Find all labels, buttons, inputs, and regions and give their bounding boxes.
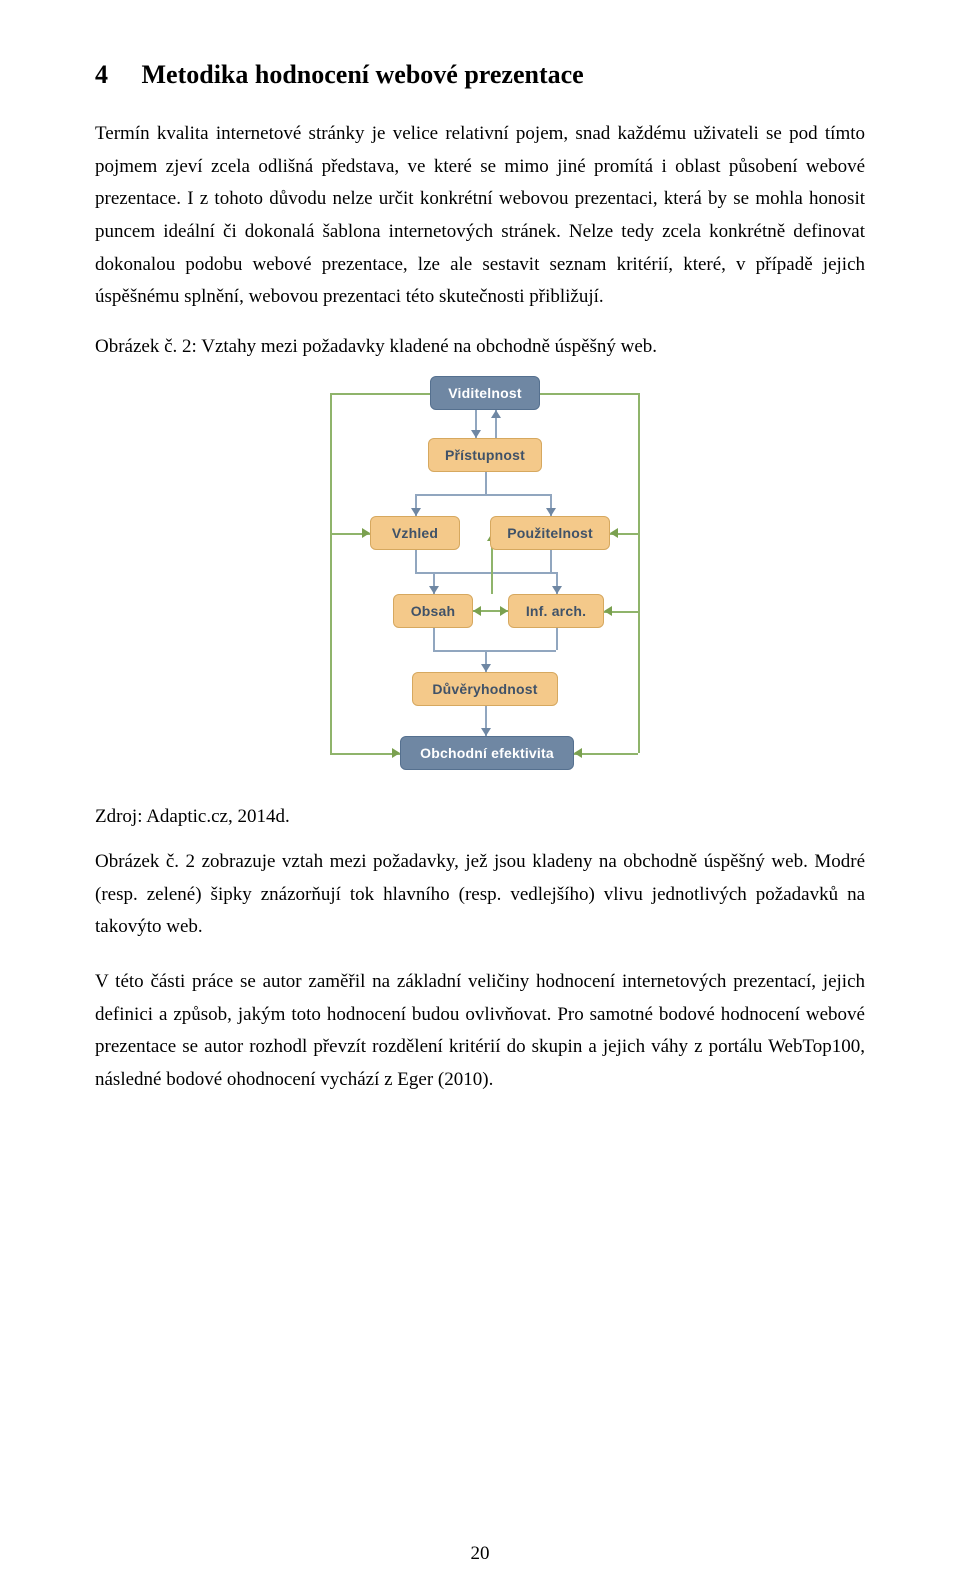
node-obsah: Obsah: [393, 594, 473, 628]
diagram: Viditelnost Přístupnost Vzhled Použitelnost…: [300, 376, 660, 786]
page: 4 Metodika hodnocení webové prezentace T…: [0, 0, 960, 1593]
paragraph-1: Termín kvalita internetové stránky je ve…: [95, 118, 865, 314]
node-pristupnost: Přístupnost: [428, 438, 542, 472]
section-number: 4: [95, 60, 135, 90]
node-viditelnost: Viditelnost: [430, 376, 540, 410]
paragraph-3: V této části práce se autor zaměřil na z…: [95, 966, 865, 1097]
section-heading: 4 Metodika hodnocení webové prezentace: [95, 60, 865, 90]
node-duveryhodnost: Důvěryhodnost: [412, 672, 558, 706]
section-title-text: Metodika hodnocení webové prezentace: [142, 60, 584, 89]
paragraph-2: Obrázek č. 2 zobrazuje vztah mezi požada…: [95, 846, 865, 944]
figure-caption: Obrázek č. 2: Vztahy mezi požadavky klad…: [95, 336, 865, 358]
page-number: 20: [0, 1543, 960, 1565]
figure-source: Zdroj: Adaptic.cz, 2014d.: [95, 806, 865, 828]
node-pouzitelnost: Použitelnost: [490, 516, 610, 550]
node-efektivita: Obchodní efektivita: [400, 736, 574, 770]
figure: Viditelnost Přístupnost Vzhled Použitelnost…: [95, 376, 865, 786]
node-vzhled: Vzhled: [370, 516, 460, 550]
node-infarch: Inf. arch.: [508, 594, 604, 628]
